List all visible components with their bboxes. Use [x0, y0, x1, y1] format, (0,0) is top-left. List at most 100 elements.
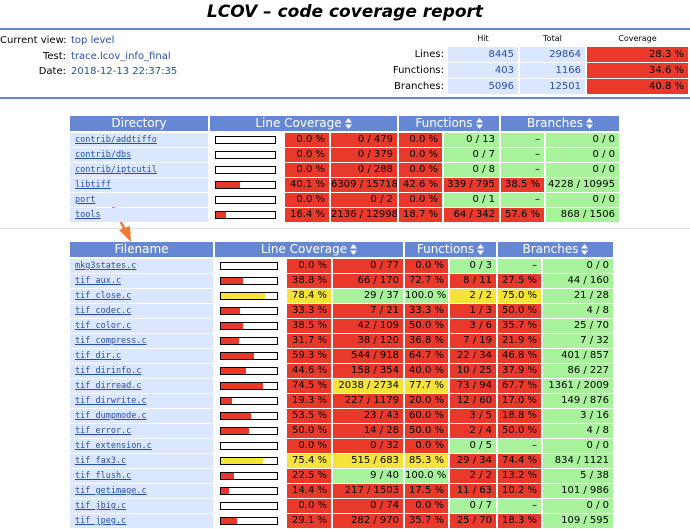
sort-icon[interactable]: [344, 118, 352, 129]
column-header[interactable]: Functions: [405, 242, 496, 257]
sort-arrows[interactable]: [585, 118, 593, 129]
coverage-percent: 67.7 %: [498, 379, 541, 393]
link-name[interactable]: tif_codec.c: [70, 304, 213, 318]
link-name[interactable]: port: [70, 193, 208, 207]
sort-arrows[interactable]: [477, 244, 485, 255]
coverage-percent: 0.0 %: [287, 259, 331, 273]
column-header[interactable]: Line Coverage: [210, 116, 397, 131]
link-name[interactable]: tif_dumpmode.c: [70, 409, 213, 423]
coverage-bar-cell: [215, 364, 285, 378]
coverage-bar-cell: [215, 394, 285, 408]
column-header-text: Line Coverage: [260, 242, 348, 256]
hit-count: 0 / 0: [543, 439, 613, 453]
link-name[interactable]: tif_flush.c: [70, 469, 213, 483]
link-name[interactable]: tif_color.c: [70, 319, 213, 333]
coverage-bar-frame: [220, 322, 278, 330]
coverage-percent: 20.0 %: [405, 394, 448, 408]
coverage-bar-frame: [220, 337, 278, 345]
coverage-percent: 53.5 %: [287, 409, 331, 423]
hit-count: 5 / 38: [543, 469, 613, 483]
coverage-percent: 59.3 %: [287, 349, 331, 363]
hit-count: 22 / 34: [450, 349, 496, 363]
coverage-bar: [221, 353, 255, 359]
sort-arrows[interactable]: [581, 244, 589, 255]
link-name[interactable]: contrib/addtiffo: [70, 133, 208, 147]
hit-count: 0 / 13: [444, 133, 499, 147]
link-name[interactable]: tif_jpeg.c: [70, 514, 213, 528]
link-name[interactable]: tif_extension.c: [70, 439, 213, 453]
link-name[interactable]: tif_fax3.c: [70, 454, 213, 468]
coverage-percent: 18.8 %: [498, 409, 541, 423]
coverage-bar-cell: [210, 148, 283, 162]
coverage-bar: [221, 413, 251, 419]
coverage-bar-frame: [220, 352, 278, 360]
sort-icon[interactable]: [581, 244, 589, 255]
column-header[interactable]: Branches: [498, 242, 613, 257]
hit-count: 11 / 63: [450, 484, 496, 498]
coverage-bar: [221, 428, 249, 434]
link-name[interactable]: tif_dirwrite.c: [70, 394, 213, 408]
sort-arrows[interactable]: [344, 118, 352, 129]
report-title: LCOV – code coverage report: [206, 2, 484, 22]
hit-count: 101 / 986: [543, 484, 613, 498]
link-name[interactable]: tif_getimage.c: [70, 484, 213, 498]
column-header-text: Filename: [114, 242, 169, 256]
sort-icon[interactable]: [475, 118, 483, 129]
coverage-percent: 17.0 %: [498, 394, 541, 408]
hit-count: 3 / 6: [450, 319, 496, 333]
sort-icon[interactable]: [477, 244, 485, 255]
coverage-bar-frame: [220, 427, 278, 435]
hit-count: 0 / 1: [444, 193, 499, 207]
coverage-percent: 0.0 %: [287, 439, 331, 453]
link-name[interactable]: tif_aux.c: [70, 274, 213, 288]
coverage-percent: 42.6 %: [399, 178, 442, 192]
summary-coverage: 28.3 %: [587, 47, 688, 62]
link-name[interactable]: libtiff: [70, 178, 208, 192]
coverage-percent: 0.0 %: [285, 133, 329, 147]
link-name[interactable]: tools: [70, 208, 208, 222]
summary-coverage: 40.8 %: [587, 79, 688, 94]
sort-icon[interactable]: [585, 118, 593, 129]
coverage-percent: 60.0 %: [405, 409, 448, 423]
hit-count: 0 / 7: [444, 148, 499, 162]
sort-arrows[interactable]: [475, 118, 483, 129]
coverage-bar: [221, 473, 234, 479]
coverage-percent: 50.0 %: [405, 319, 448, 333]
hit-count: 3 / 5: [450, 409, 496, 423]
coverage-percent: 31.7 %: [287, 334, 331, 348]
coverage-percent: 100.0 %: [405, 469, 448, 483]
column-header[interactable]: Branches: [501, 116, 619, 131]
column-header[interactable]: Line Coverage: [215, 242, 403, 257]
link-name[interactable]: tif_dirinfo.c: [70, 364, 213, 378]
coverage-bar-frame: [220, 307, 278, 315]
link-name[interactable]: contrib/iptcutil: [70, 163, 208, 177]
link-name[interactable]: mkg3states.c: [70, 259, 213, 273]
coverage-bar-cell: [215, 484, 285, 498]
header-rule: [0, 97, 690, 99]
link-name[interactable]: tif_jbig.c: [70, 499, 213, 513]
link-name[interactable]: tif_error.c: [70, 424, 213, 438]
coverage-bar: [221, 488, 230, 494]
sort-icon[interactable]: [350, 244, 358, 255]
sort-arrows[interactable]: [350, 244, 358, 255]
hit-count: 227 / 1179: [333, 394, 403, 408]
column-header[interactable]: Functions: [399, 116, 499, 131]
coverage-bar-frame: [220, 382, 278, 390]
coverage-percent: 18.7 %: [399, 208, 442, 222]
coverage-percent: 0.0 %: [285, 193, 329, 207]
link-name[interactable]: contrib/dbs: [70, 148, 208, 162]
coverage-percent: 0.0 %: [285, 148, 329, 162]
coverage-bar-cell: [210, 133, 283, 147]
hit-count: 1 / 3: [450, 304, 496, 318]
coverage-bar-cell: [215, 349, 285, 363]
link-name[interactable]: tif_compress.c: [70, 334, 213, 348]
coverage-bar-cell: [210, 178, 283, 192]
coverage-bar-frame: [215, 151, 276, 159]
info-label: Current view:: [0, 35, 66, 46]
hit-count: 9 / 40: [333, 469, 403, 483]
link-name[interactable]: tif_dir.c: [70, 349, 213, 363]
coverage-bar: [221, 308, 240, 314]
link-name[interactable]: tif_close.c: [70, 289, 213, 303]
summary-hit: 8445: [448, 47, 518, 62]
link-name[interactable]: tif_dirread.c: [70, 379, 213, 393]
